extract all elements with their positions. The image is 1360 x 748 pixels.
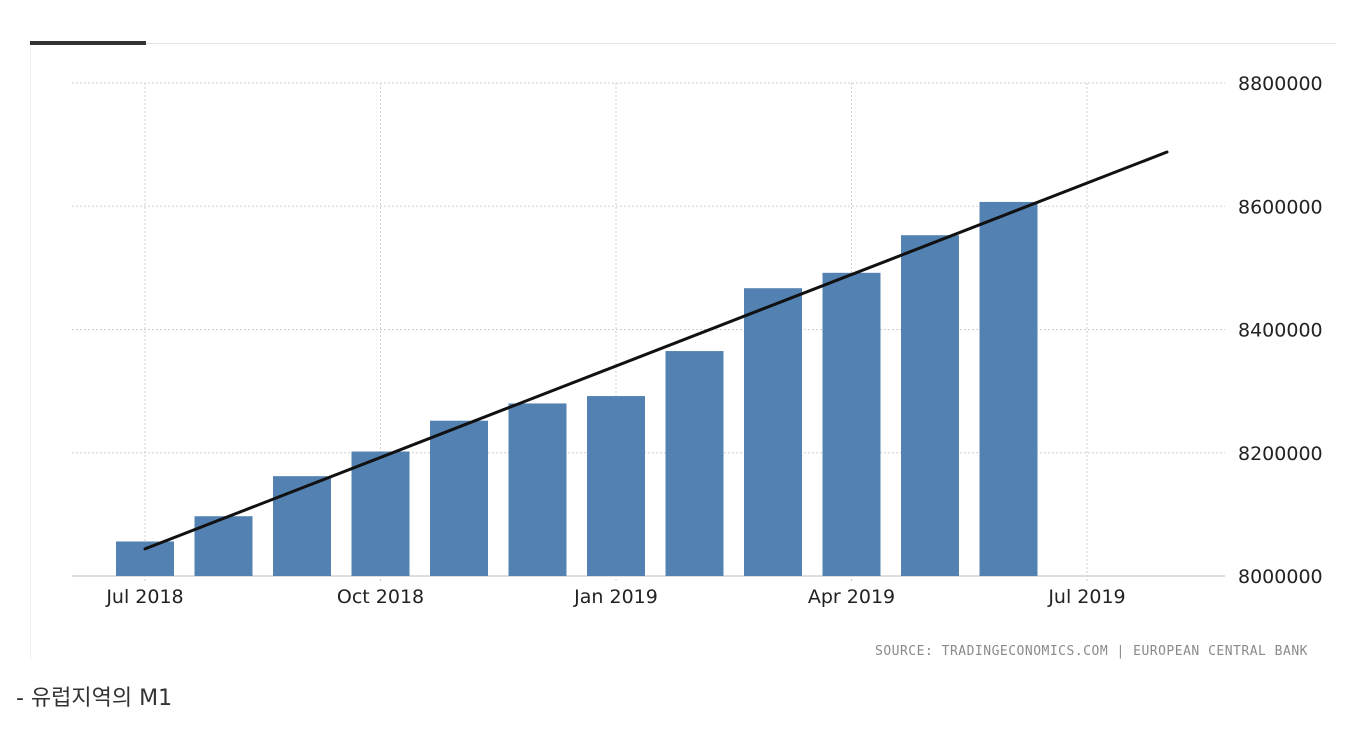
bar — [822, 272, 881, 576]
bar — [587, 396, 645, 576]
bar — [901, 235, 959, 576]
bar — [351, 451, 410, 576]
bar — [979, 201, 1038, 576]
source-attribution: SOURCE: TRADINGECONOMICS.COM | EUROPEAN … — [875, 644, 1308, 659]
trendline-group — [143, 150, 1169, 551]
bar — [744, 288, 802, 576]
chart-container: 8000000 8200000 8400000 8600000 8800000 Jul … — [30, 41, 1336, 660]
x-axis-ticks: Jul 2018 Oct 2018 Jan 2019 Apr 2019 Jul 2019 — [105, 586, 1125, 608]
bar — [273, 476, 331, 576]
bar-chart: 8000000 8200000 8400000 8600000 8800000 Jul … — [72, 73, 1323, 608]
x-tick-label: Oct 2018 — [337, 586, 424, 608]
bar — [508, 403, 567, 576]
y-tick-label: 8000000 — [1238, 566, 1323, 588]
top-divider — [146, 43, 1336, 44]
bars — [116, 201, 1038, 576]
left-divider — [30, 45, 31, 660]
y-axis-ticks: 8000000 8200000 8400000 8600000 8800000 — [1238, 73, 1323, 588]
grid — [72, 82, 1225, 582]
y-tick-label: 8200000 — [1238, 443, 1323, 465]
bar — [665, 351, 724, 576]
active-tab-indicator — [30, 41, 146, 45]
bar — [430, 420, 488, 576]
x-tick-label: Apr 2019 — [808, 586, 895, 608]
y-tick-label: 8600000 — [1238, 196, 1323, 218]
x-tick-label: Jul 2019 — [1047, 586, 1125, 608]
trendline — [143, 150, 1169, 551]
caption: - 유럽지역의 M1 — [16, 686, 173, 711]
x-tick-label: Jul 2018 — [105, 586, 183, 608]
x-tick-label: Jan 2019 — [573, 586, 658, 608]
y-tick-label: 8400000 — [1238, 320, 1323, 342]
bar — [116, 541, 174, 576]
y-tick-label: 8800000 — [1238, 73, 1323, 95]
